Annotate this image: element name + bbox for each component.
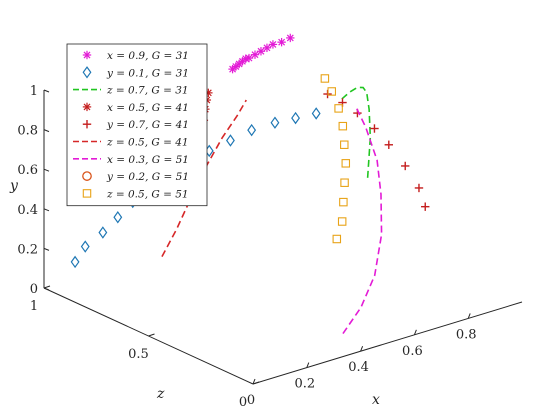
x-tick-label: 0 [247,393,255,408]
z-tick-label: 0.5 [128,347,149,362]
series-y-0-7-g-41-point [421,202,430,211]
legend-swatch [82,120,92,129]
x-tick-label: 0.4 [348,360,369,375]
series-z-0-5-g-51-point [341,159,351,168]
x-tick-mark [413,329,417,335]
series-z-0-5-g-51-point [339,197,348,207]
x-tick-label: 0.2 [294,377,315,392]
legend-item-z-0-5-g-51: z = 0.5, G = 51 [82,188,189,200]
y-tick-mark [43,168,50,172]
z-tick-label: 0 [239,395,247,410]
series-y-0-7-g-41-point [370,124,379,133]
series-z-0-5-g-51-point [340,140,349,149]
series-z-0-5-g-51-point [337,217,347,226]
y-tick-label: 0.2 [17,242,38,257]
axis-ticks: 0 0.2 0.4 0.6 0.8 0 0.5 1 0 0.2 0.4 0.6 0.8 1 [17,84,476,410]
series-y-0-7-g-41-point [401,161,410,171]
legend-label: y = 0.1, G = 31 [106,67,189,79]
legend-label: y = 0.2, G = 51 [106,171,189,183]
series-y-0-1-g-31-point [113,211,123,224]
y-tick-label: 1 [30,84,38,99]
legend-swatch [82,66,92,79]
legend-item-z-0-5-g-41: z = 0.5, G = 41 [73,137,189,149]
series-x-0-9-g-31-point [228,64,237,74]
series-y-0-1-g-31-point [226,134,235,147]
legend-swatch [82,102,92,112]
y-tick-mark [43,247,50,251]
legend-item-x-0-9-g-31: x = 0.9, G = 31 [82,50,189,62]
series-x-0-9-g-31-point [277,37,286,47]
legend-label: z = 0.5, G = 51 [106,188,189,200]
legend-label: x = 0.9, G = 31 [107,50,189,62]
legend-swatch [82,171,92,181]
series-x-0-9-g-31-point [268,40,278,49]
series-y-0-1-g-31-point [70,255,80,269]
z-tick-mark [43,285,51,289]
x-tick-mark [306,362,310,368]
y-tick-label: 0.6 [17,163,38,178]
series-z-0-7-g-31 [341,86,372,178]
series-x-0-9-g-31-point [262,43,272,53]
series-z-0-5-g-51-point [332,234,342,244]
x-tick-label: 0.6 [402,344,423,359]
series-y-0-1-g-31-point [270,116,280,129]
legend-label: x = 0.5, G = 41 [107,102,189,114]
series-z-0-5-g-51 [320,74,351,244]
series-y-0-1-g-31-point [311,107,321,120]
series-z-0-5-g-51-point [334,104,343,113]
legend-label: z = 0.7, G = 31 [106,85,189,97]
x-axis-line [252,301,523,385]
y-tick-label: 0 [30,282,38,297]
legend-swatch [82,50,92,60]
y-tick-mark [43,129,50,133]
series-z-0-7-g-31-line [341,86,372,178]
series-y-0-7-g-41 [323,89,430,211]
legend: x = 0.9, G = 31 y = 0.1, G = 31 z = 0.7, G… [66,43,208,207]
z-tick-mark [252,381,260,385]
legend-item-x-0-5-g-41: x = 0.5, G = 41 [82,102,189,114]
series-x-0-3-g-51-line [342,106,383,335]
series-y-0-7-g-41-point [384,140,393,149]
legend-swatch [82,189,92,198]
series-z-0-5-g-51-point [327,87,336,96]
y-axis-label: y [9,178,19,194]
y-tick-label: 0.8 [17,124,38,139]
x-tick-mark [252,378,256,385]
legend-item-x-0-3-g-51: x = 0.3, G = 51 [73,154,189,166]
z-tick-mark [148,333,155,337]
legend-item-y-0-2-g-51: y = 0.2, G = 51 [82,171,189,183]
y-tick-mark [43,208,50,212]
x-tick-mark [360,346,364,352]
series-y-0-1-g-31-point [291,111,300,125]
series-z-0-5-g-51-point [338,121,348,131]
series-y-0-1-g-31-point [98,226,108,239]
series-z-0-5-g-51-point [320,74,330,83]
legend-item-z-0-7-g-31: z = 0.7, G = 31 [73,85,189,97]
series-y-0-1-g-31-point [80,240,90,253]
legend-label: y = 0.7, G = 41 [106,119,189,131]
legend-label: z = 0.5, G = 41 [106,137,189,149]
series-x-0-9-g-31-point [286,33,295,43]
legend-item-y-0-1-g-31: y = 0.1, G = 31 [82,66,189,79]
x-axis-label: x [372,392,380,408]
z-axis-label: z [156,386,165,402]
z-tick-label: 1 [30,299,38,314]
y-tick-label: 0.4 [17,203,38,218]
x-tick-mark [467,313,471,319]
y-tick-mark [43,89,50,93]
series-y-0-1-g-31-point [247,123,257,137]
legend-label: x = 0.3, G = 51 [107,154,189,166]
y-tick-mark [43,287,50,291]
series-y-0-7-g-41-point [414,183,424,193]
legend-item-y-0-7-g-41: y = 0.7, G = 41 [82,119,189,131]
series-z-0-5-g-51-point [340,178,349,187]
axes: y z x 0 0.2 0.4 0.6 0.8 0 0.5 1 0 0.2 0.4 0.6 0.8 1 [9,84,523,410]
series-x-0-9-g-31-point [250,50,260,59]
x-tick-label: 0.8 [456,327,477,342]
series-x-0-9-g-31 [228,33,295,74]
series-x-0-9-g-31-point [256,47,266,56]
series-x-0-3-g-51 [342,106,383,335]
